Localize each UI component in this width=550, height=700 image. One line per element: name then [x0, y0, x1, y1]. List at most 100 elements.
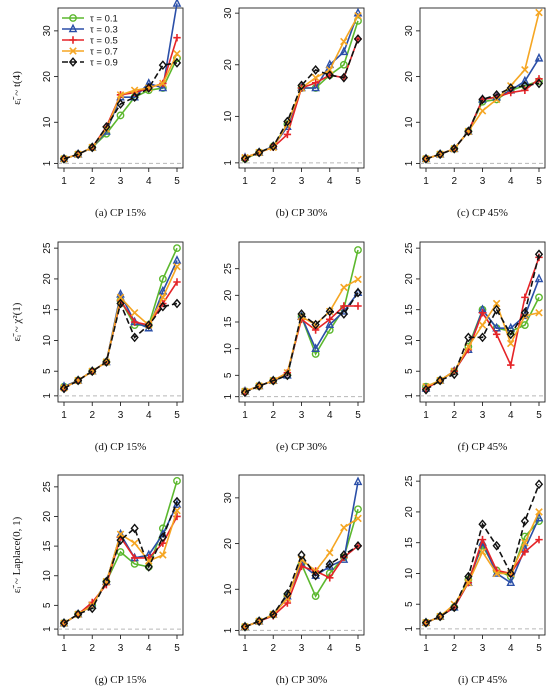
- x-tick-label: 1: [423, 410, 429, 421]
- data-point: [102, 121, 111, 132]
- data-point: [353, 287, 363, 298]
- x-tick-label: 4: [327, 176, 333, 187]
- x-tick-label: 2: [270, 643, 276, 654]
- data-point: [172, 298, 182, 309]
- data-point: [116, 530, 125, 539]
- data-point: [283, 116, 292, 127]
- x-tick-label: 1: [242, 176, 248, 187]
- y-tick-label: 15: [404, 537, 415, 549]
- data-point: [116, 535, 125, 546]
- y-tick-label: 10: [42, 334, 53, 346]
- x-tick-label: 3: [118, 643, 124, 654]
- x-tick-label: 5: [355, 643, 361, 654]
- series-tau-0.9: [421, 479, 544, 628]
- x-tick-label: 1: [61, 410, 67, 421]
- legend-entry-tau-0.7: τ = 0.7: [62, 47, 118, 58]
- panel-h: 1 10 20 30 1 2 3 4 5 (h) CP 30%: [223, 474, 365, 686]
- y-tick-label: 30: [223, 7, 234, 19]
- y-tick-label: 15: [404, 304, 415, 316]
- data-point: [325, 548, 334, 557]
- data-point: [421, 617, 431, 628]
- data-point: [311, 592, 320, 601]
- data-point: [116, 111, 125, 120]
- y-tick-label: 5: [404, 368, 415, 374]
- x-tick-label: 3: [299, 410, 305, 421]
- data-point: [535, 8, 543, 17]
- panel-caption: (a) CP 15%: [95, 207, 146, 219]
- row-label-laplace: ε̃ᵢ ~ Laplace(0, 1): [11, 516, 23, 593]
- data-point: [130, 539, 139, 547]
- row-label-t4: ε̃ᵢ ~ t(4): [11, 71, 23, 105]
- data-point: [464, 578, 473, 587]
- x-tick-label: 2: [270, 410, 276, 421]
- x-tick-label: 4: [508, 410, 514, 421]
- y-tick-label: 1: [404, 393, 415, 399]
- series-tau-0.3: [421, 512, 544, 626]
- series-line: [63, 300, 178, 390]
- data-point: [74, 149, 83, 160]
- legend-marker: [69, 14, 77, 22]
- data-point: [354, 246, 362, 254]
- legend-entry-tau-0.1: τ = 0.1: [62, 14, 118, 25]
- data-point: [325, 306, 334, 317]
- panel-caption: (c) CP 45%: [457, 207, 508, 219]
- data-point: [158, 275, 167, 283]
- data-point: [116, 293, 125, 302]
- data-point: [521, 65, 529, 74]
- data-point: [353, 34, 363, 44]
- data-point: [88, 142, 97, 153]
- x-tick-label: 4: [146, 176, 152, 187]
- legend-marker: [69, 36, 77, 44]
- data-point: [450, 369, 459, 380]
- data-point: [520, 75, 530, 85]
- y-tick-label: 20: [404, 273, 415, 285]
- y-tick-label: 10: [223, 343, 234, 355]
- data-point: [340, 37, 348, 46]
- data-point: [520, 80, 529, 91]
- data-point: [269, 609, 278, 620]
- data-point: [172, 255, 182, 264]
- panel-caption: (f) CP 45%: [458, 441, 508, 453]
- x-tick-label: 3: [299, 643, 305, 654]
- y-tick-label: 10: [223, 583, 234, 595]
- y-tick-label: 30: [404, 25, 415, 37]
- series-line: [63, 266, 178, 389]
- x-tick-label: 3: [480, 410, 486, 421]
- x-tick-label: 5: [536, 643, 542, 654]
- data-point: [450, 602, 459, 613]
- data-point: [297, 80, 306, 91]
- y-tick-label: 25: [42, 481, 53, 493]
- y-tick-label: 5: [223, 372, 234, 378]
- series-line: [63, 516, 178, 624]
- data-point: [339, 72, 348, 83]
- y-tick-label: 15: [42, 304, 53, 316]
- y-tick-label: 25: [404, 242, 415, 254]
- series-tau-0.3: [59, 255, 182, 390]
- data-point: [144, 320, 153, 330]
- y-tick-label: 1: [223, 627, 234, 633]
- y-tick-label: 1: [404, 626, 415, 632]
- legend-marker: [68, 23, 78, 33]
- series-tau-0.9: [421, 249, 544, 395]
- x-tick-label: 2: [451, 643, 457, 654]
- x-tick-label: 5: [536, 176, 542, 187]
- panel-caption: (i) CP 45%: [458, 674, 507, 686]
- series-line: [244, 545, 359, 628]
- data-point: [492, 299, 501, 308]
- data-point: [492, 89, 501, 100]
- y-tick-label: 1: [42, 393, 53, 399]
- series-line: [425, 82, 540, 160]
- series-line: [425, 483, 540, 624]
- panel-caption: (g) CP 15%: [95, 674, 147, 686]
- legend-marker: [68, 57, 78, 67]
- y-tick-label: 15: [223, 316, 234, 328]
- data-point: [297, 309, 306, 319]
- data-point: [353, 287, 363, 296]
- data-point: [59, 383, 69, 394]
- legend-entry-tau-0.9: τ = 0.9: [62, 57, 118, 69]
- data-point: [283, 370, 292, 381]
- x-tick-label: 2: [451, 176, 457, 187]
- series-tau-0.9: [59, 496, 182, 629]
- x-tick-label: 3: [480, 176, 486, 187]
- data-point: [534, 512, 544, 522]
